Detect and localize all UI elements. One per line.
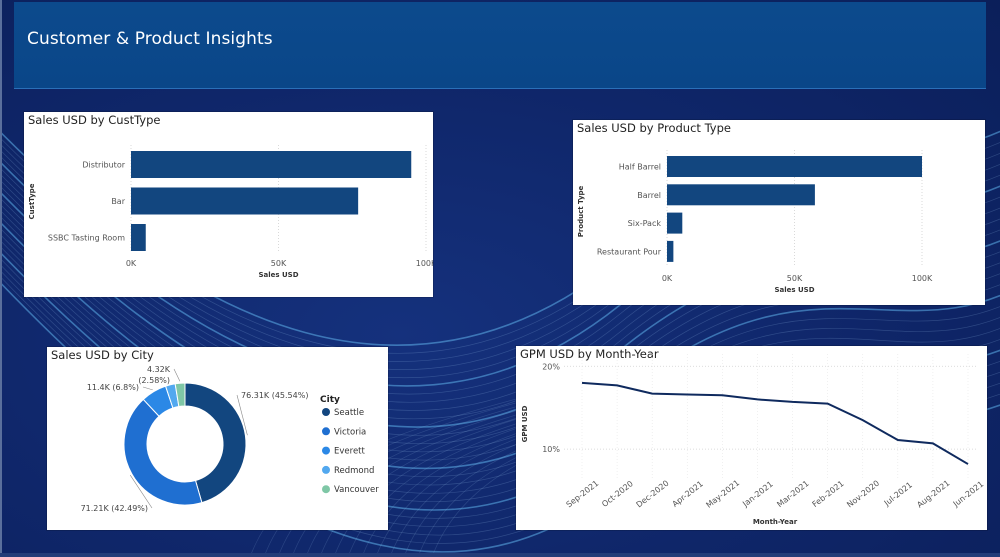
legend-marker-vancouver: [322, 485, 330, 494]
data-label: 11.4K (6.8%): [87, 383, 139, 392]
data-label-leader: [236, 394, 248, 436]
chart-card-gpm-by-month-year[interactable]: GPM USD by Month-Year 10% 20% Sep-2021 Oct-…: [516, 346, 987, 530]
data-label: (2.58%): [138, 376, 170, 385]
series-line-gpm: [581, 381, 969, 465]
x-tick-label: Aug-2021: [915, 479, 951, 510]
data-label-leader: [129, 474, 153, 509]
bar-chart-product-type: 0K 50K 100K Half Barrel Barrel Six-Pack Restau…: [577, 150, 933, 294]
x-tick-label: Mar-2021: [775, 479, 810, 509]
bar-chart-custtype: 0K 50K 100K Distributor Bar SSBC Tasting Room…: [28, 145, 433, 279]
chart-card-sales-by-city[interactable]: Sales USD by City 76.31K (45.54%) 71.21K …: [47, 347, 388, 530]
bar-restaurant-pour: [667, 240, 674, 262]
y-axis-label: Product Type: [577, 185, 585, 237]
legend-item-everett: Everett: [334, 447, 366, 457]
y-tick-label: 10%: [542, 445, 560, 454]
chart-card-sales-by-product-type[interactable]: Sales USD by Product Type 0K 50K 100K Half …: [573, 120, 985, 305]
x-tick-label: Apr-2021: [671, 479, 705, 509]
x-tick-label: Jan-2021: [740, 480, 774, 510]
bar-six-pack: [667, 212, 683, 234]
donut-slice-vancouver: [174, 382, 186, 408]
category-label: Bar: [111, 197, 125, 206]
x-tick-label: 50K: [787, 274, 803, 283]
x-axis-label: Sales USD: [774, 286, 814, 294]
x-tick-label: 0K: [126, 259, 137, 268]
data-label-leader: [173, 368, 181, 382]
legend-marker-redmond: [322, 465, 330, 474]
report-header: Customer & Product Insights: [14, 2, 986, 89]
data-label: 4.32K: [147, 365, 171, 374]
legend-marker-everett: [322, 446, 330, 455]
category-label: Six-Pack: [628, 219, 662, 228]
bar-bar: [131, 187, 359, 215]
legend-item-vancouver: Vancouver: [334, 485, 379, 495]
x-tick-label: May-2021: [704, 478, 741, 510]
category-label: Half Barrel: [619, 163, 661, 172]
chart-title: Sales USD by CustType: [28, 113, 161, 127]
x-tick-label: Sep-2021: [565, 479, 601, 510]
legend-item-victoria: Victoria: [334, 427, 366, 437]
bar-half-barrel: [667, 156, 922, 177]
page-title: Customer & Product Insights: [27, 29, 273, 49]
donut-slice-seattle: [184, 382, 247, 504]
category-label: Distributor: [82, 161, 125, 170]
x-tick-label: 50K: [271, 259, 287, 268]
x-tick-label: Nov-2020: [845, 479, 881, 510]
category-label: Barrel: [637, 191, 661, 200]
bar-barrel: [667, 184, 815, 206]
x-tick-label: Oct-2020: [600, 479, 635, 509]
x-tick-label: Jul-2021: [882, 480, 914, 508]
chart-title: GPM USD by Month-Year: [520, 347, 659, 361]
legend-marker-victoria: [322, 427, 330, 436]
donut-chart-city: 76.31K (45.54%) 71.21K (42.49%) 11.4K (6.8…: [81, 365, 380, 513]
legend-item-redmond: Redmond: [334, 466, 374, 476]
page-frame-left: [0, 0, 2, 557]
data-label: 71.21K (42.49%): [81, 504, 148, 513]
chart-title: Sales USD by Product Type: [577, 121, 731, 135]
data-label-leader: [142, 386, 153, 391]
y-axis-label: CustType: [28, 183, 36, 219]
bar-ssbc-tasting-room: [131, 224, 146, 251]
page-frame-bottom: [0, 553, 1000, 557]
data-label: 76.31K (45.54%): [241, 391, 308, 400]
y-tick-label: 20%: [542, 362, 560, 371]
x-tick-label: Feb-2021: [811, 479, 846, 509]
chart-card-sales-by-custtype[interactable]: Sales USD by CustType 0K 50K 100K Distribut…: [24, 112, 433, 297]
x-tick-label: 100K: [416, 259, 433, 268]
line-chart-gpm: 10%20%Sep-2021 Oct-2020 Dec-2020 Apr-2021 Ma…: [521, 354, 986, 526]
y-axis-label: GPM USD: [521, 405, 529, 442]
donut-slice-victoria: [123, 398, 203, 506]
x-tick-label: Dec-2020: [635, 479, 671, 510]
legend-marker-seattle: [322, 408, 330, 416]
x-axis-label: Sales USD: [258, 271, 298, 279]
bar-distributor: [131, 151, 412, 178]
category-label: Restaurant Pour: [597, 247, 662, 256]
x-tick-label: Jun-2021: [951, 479, 986, 509]
legend-item-seattle: Seattle: [334, 408, 364, 418]
x-tick-label: 100K: [912, 274, 933, 283]
legend-title: City: [320, 395, 340, 405]
chart-title: Sales USD by City: [51, 348, 154, 362]
category-label: SSBC Tasting Room: [48, 234, 125, 243]
x-axis-label: Month-Year: [753, 518, 798, 526]
x-tick-label: 0K: [662, 274, 673, 283]
